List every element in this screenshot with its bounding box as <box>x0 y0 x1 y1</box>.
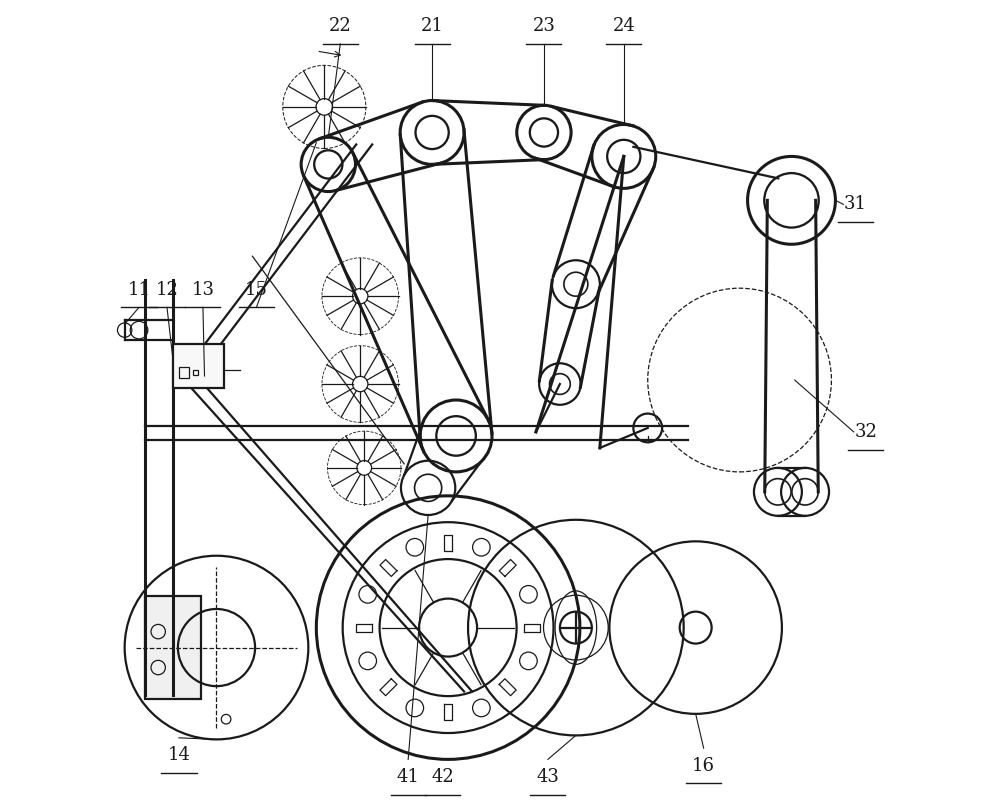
Text: 32: 32 <box>854 423 877 441</box>
Text: 22: 22 <box>329 18 352 35</box>
Text: 31: 31 <box>844 195 867 214</box>
Bar <box>193 370 198 375</box>
Bar <box>145 596 201 699</box>
Text: 41: 41 <box>397 768 420 786</box>
Text: 23: 23 <box>532 18 555 35</box>
Text: 11: 11 <box>128 281 151 298</box>
Text: 14: 14 <box>168 746 190 764</box>
Bar <box>173 344 224 388</box>
Text: 16: 16 <box>692 757 715 774</box>
Bar <box>179 367 189 378</box>
Text: 21: 21 <box>421 18 444 35</box>
Text: 24: 24 <box>612 18 635 35</box>
Text: 12: 12 <box>156 281 178 298</box>
Text: 13: 13 <box>191 281 214 298</box>
Text: 15: 15 <box>245 281 268 298</box>
Text: 43: 43 <box>536 768 559 786</box>
Text: 42: 42 <box>431 768 454 786</box>
